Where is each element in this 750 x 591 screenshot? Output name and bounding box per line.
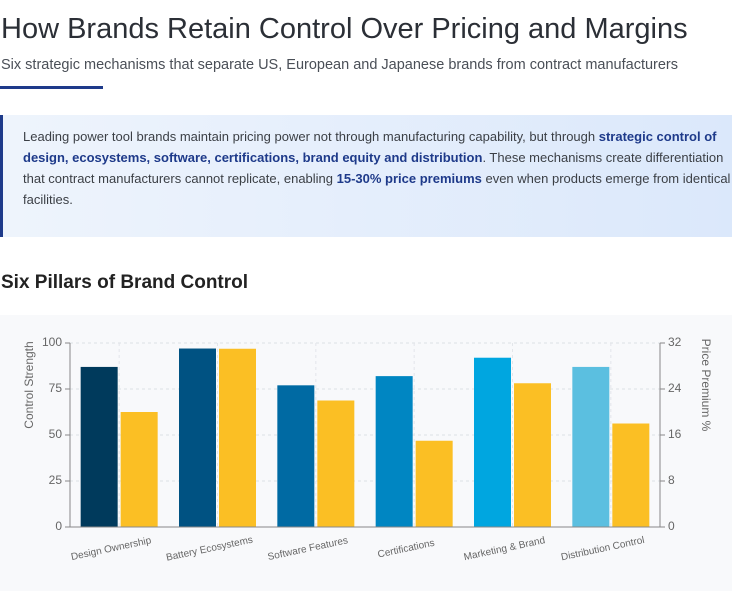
y2-tick-label: 24: [668, 381, 682, 395]
bar: [179, 348, 216, 527]
page-title: How Brands Retain Control Over Pricing a…: [1, 13, 688, 45]
y-tick-label: 100: [42, 335, 62, 349]
bar: [612, 423, 650, 527]
y2-tick-label: 32: [668, 335, 682, 349]
callout: Leading power tool brands maintain prici…: [0, 115, 732, 237]
x-tick-label: Certifications: [377, 538, 436, 561]
page-subtitle: Six strategic mechanisms that separate U…: [1, 57, 679, 73]
y2-tick-label: 0: [668, 519, 675, 533]
bar: [277, 385, 315, 527]
y-tick-label: 75: [49, 381, 63, 395]
section-title: Six Pillars of Brand Control: [1, 272, 249, 293]
y2-tick-label: 16: [668, 427, 682, 441]
y-tick-label: 50: [49, 427, 63, 441]
x-tick-label: Distribution Control: [560, 535, 645, 563]
bar: [375, 376, 413, 527]
x-tick-label: Design Ownership: [70, 535, 153, 563]
bar: [474, 357, 511, 527]
y-axis-title: Control Strength: [22, 341, 36, 428]
y-tick-label: 0: [55, 519, 62, 533]
bar: [572, 366, 610, 527]
y2-axis-title: Price Premium %: [699, 339, 713, 432]
bar: [317, 400, 355, 527]
callout-emphasis: strategic control of design, ecosystems,…: [23, 129, 717, 165]
x-tick-label: Software Features: [267, 535, 349, 563]
bar: [219, 348, 256, 527]
x-tick-label: Marketing & Brand: [463, 535, 546, 563]
callout-emphasis: 15-30% price premiums: [336, 171, 482, 186]
x-tick-label: Battery Ecosystems: [165, 535, 254, 564]
callout-text: even when products emerge from identical…: [23, 171, 731, 207]
title-underline: [0, 86, 103, 89]
bar: [80, 366, 118, 527]
y-tick-label: 25: [49, 473, 63, 487]
y2-tick-label: 8: [668, 473, 675, 487]
callout-text: . These mechanisms create differentiatio…: [23, 150, 724, 186]
bar: [415, 440, 453, 527]
callout-text: Leading power tool brands maintain prici…: [23, 129, 599, 144]
bar: [120, 412, 158, 527]
bar: [514, 383, 551, 527]
